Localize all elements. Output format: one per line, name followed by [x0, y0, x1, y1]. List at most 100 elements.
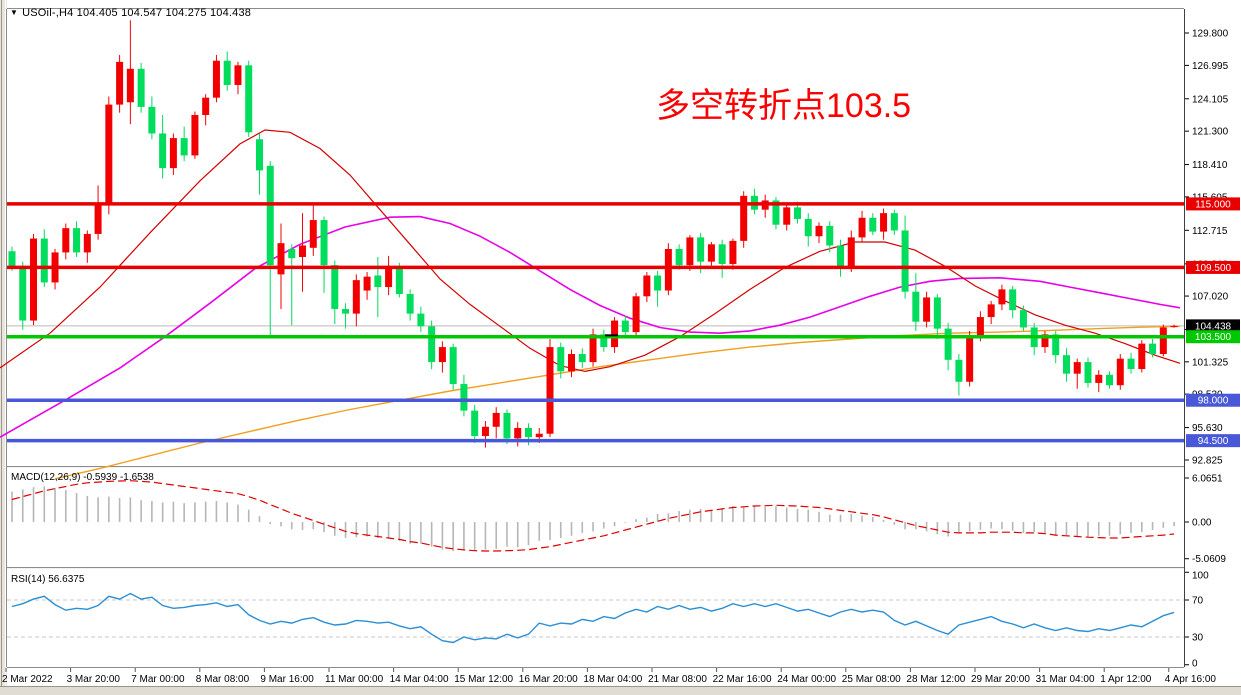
price-level-badge — [1186, 393, 1240, 407]
candle-body — [535, 433, 543, 438]
price-tick-label: 112.715 — [1192, 226, 1228, 237]
macd-axis-label: -5.0609 — [1192, 554, 1226, 565]
rsi-axis-label: 100 — [1192, 571, 1209, 582]
price-level-badge — [1186, 319, 1240, 333]
price-tick-label: 118.410 — [1192, 160, 1228, 171]
candle-body — [40, 238, 48, 283]
candle-body — [1170, 325, 1178, 328]
candle-body — [568, 354, 576, 372]
candle-body — [890, 213, 898, 231]
candle-body — [352, 280, 360, 314]
price-tick-label: 95.630 — [1192, 423, 1223, 434]
candle-body — [697, 237, 705, 262]
price-level-badge — [1186, 197, 1240, 211]
price-axis[interactable]: 129.800126.995124.105121.300118.410115.6… — [1185, 29, 1240, 467]
candle-body — [266, 165, 274, 266]
candle-body — [83, 233, 91, 253]
price-badge-label: 109.500 — [1195, 263, 1232, 274]
candle-body — [664, 248, 672, 291]
candle-body — [815, 225, 823, 237]
candle-body — [740, 195, 748, 241]
collapse-arrow-icon[interactable]: ▼ — [10, 8, 19, 17]
time-tick-label: 16 Mar 20:00 — [519, 674, 578, 685]
horizontal-level-lines[interactable] — [7, 202, 1184, 443]
price-badge-label: 103.500 — [1195, 332, 1232, 343]
panel-borders — [6, 8, 1185, 668]
rsi-indicator-label: RSI(14) 56.6375 — [11, 574, 85, 585]
candle-body — [320, 220, 328, 266]
price-level-badge — [1186, 434, 1240, 448]
candle-body — [976, 317, 984, 336]
candlesticks — [8, 20, 1178, 448]
time-tick-label: 22 Mar 16:00 — [713, 674, 772, 685]
candle-body — [1084, 362, 1092, 383]
time-axis[interactable]: 2 Mar 2022 3 Mar 20:00 7 Mar 00:00 8 Mar 08… — [2, 668, 1216, 685]
ma-slow-line — [54, 325, 1181, 480]
candle-body — [1073, 362, 1081, 374]
price-level-badge — [1186, 260, 1240, 274]
price-badge-label: 104.438 — [1195, 321, 1232, 332]
price-tick-label: 92.825 — [1192, 455, 1223, 466]
candle-body — [471, 410, 479, 437]
candle-body — [1062, 355, 1070, 374]
candle-body — [611, 320, 619, 348]
candle-body — [1138, 343, 1146, 370]
candle-body — [191, 114, 199, 156]
price-tick-label: 126.995 — [1192, 61, 1229, 72]
macd-indicator-label: MACD(12,26,9) -0.5939 -1.6538 — [11, 472, 154, 483]
price-badge-label: 94.500 — [1198, 436, 1229, 447]
time-tick-label: 2 Mar 2022 — [2, 674, 53, 685]
candle-body — [159, 133, 167, 169]
rsi-axis-label: 30 — [1192, 633, 1204, 644]
candle-body — [955, 359, 963, 382]
candle-body — [718, 244, 726, 264]
time-tick-label: 21 Mar 08:00 — [648, 674, 707, 685]
time-tick-label: 31 Mar 04:00 — [1036, 674, 1095, 685]
candle-body — [137, 68, 145, 107]
price-tick-label: 121.300 — [1192, 127, 1229, 138]
time-tick-label: 25 Mar 08:00 — [842, 674, 901, 685]
candle-body — [223, 60, 231, 85]
candle-body — [342, 308, 350, 314]
candle-body — [331, 265, 339, 309]
candle-body — [492, 412, 500, 427]
candle-body — [116, 61, 124, 105]
candle-body — [880, 213, 888, 232]
time-tick-label: 24 Mar 00:00 — [777, 674, 836, 685]
candle-body — [299, 245, 307, 258]
candle-body — [589, 334, 597, 363]
candle-body — [621, 320, 629, 333]
candle-body — [1041, 334, 1049, 348]
candle-body — [901, 230, 909, 292]
candle-body — [804, 218, 812, 237]
candle-body — [600, 334, 608, 348]
candle-body — [729, 240, 737, 264]
candle-body — [675, 248, 683, 266]
time-tick-label: 4 Apr 16:00 — [1165, 674, 1217, 685]
macd-panel[interactable]: 6.0651 0.00 -5.0609 — [11, 474, 1226, 566]
candle-body — [481, 426, 489, 437]
rsi-panel[interactable]: 100 70 30 0 — [7, 571, 1209, 670]
candle-body — [772, 200, 780, 225]
candle-body — [1116, 358, 1124, 386]
candle-body — [707, 244, 715, 262]
candle-body — [793, 207, 801, 219]
time-tick-label: 28 Mar 12:00 — [906, 674, 965, 685]
price-badge-label: 98.000 — [1198, 396, 1229, 407]
candle-body — [255, 139, 263, 171]
candle-body — [277, 243, 285, 275]
candle-body — [654, 275, 662, 291]
candle-body — [783, 207, 791, 225]
candle-body — [557, 347, 565, 372]
rsi-axis-label: 0 — [1192, 659, 1198, 670]
candle-body — [288, 248, 296, 259]
candle-body — [406, 293, 414, 314]
candle-body — [180, 138, 188, 156]
time-tick-label: 29 Mar 20:00 — [971, 674, 1030, 685]
ma-mid-line — [0, 215, 1181, 438]
candle-body — [94, 205, 102, 234]
candle-body — [524, 427, 532, 438]
candle-body — [578, 354, 586, 363]
